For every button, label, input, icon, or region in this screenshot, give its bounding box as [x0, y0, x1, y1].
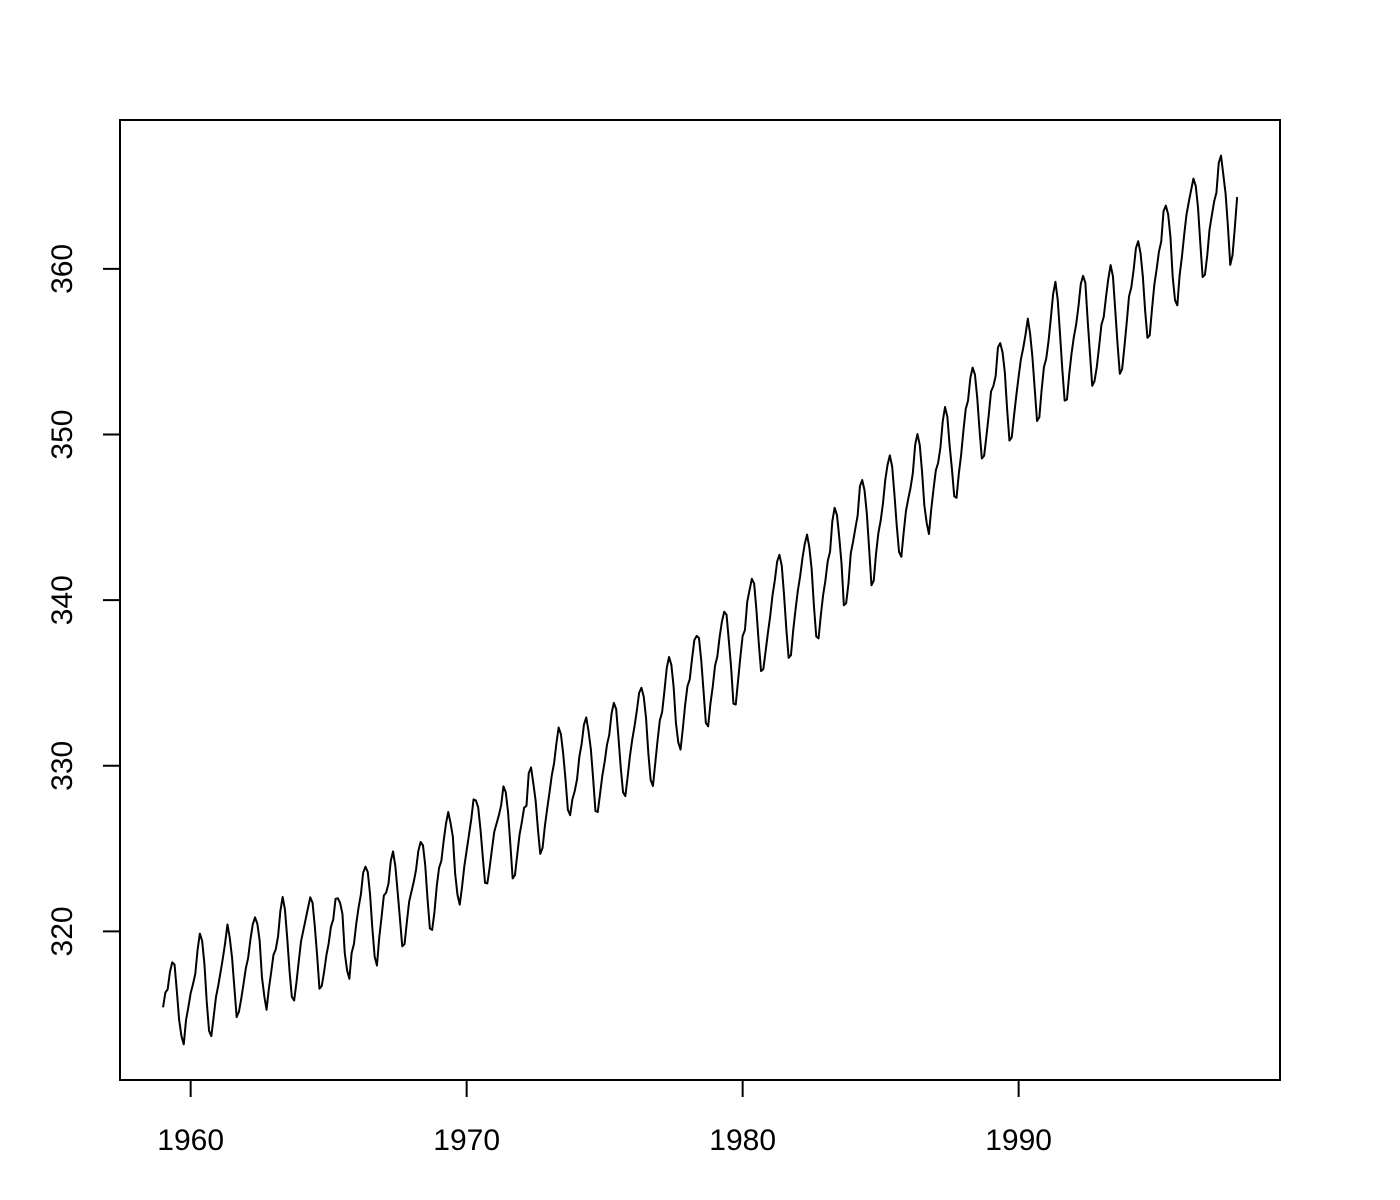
x-tick-label: 1980 [709, 1124, 776, 1157]
data-line [162, 154, 1239, 1046]
y-tick-label: 320 [46, 906, 79, 956]
y-tick-label: 340 [46, 575, 79, 625]
y-tick-label: 350 [46, 410, 79, 460]
x-tick-label: 1970 [433, 1124, 500, 1157]
x-tick-label: 1990 [985, 1124, 1052, 1157]
y-tick-label: 330 [46, 741, 79, 791]
y-tick-label: 360 [46, 244, 79, 294]
x-tick-label: 1960 [157, 1124, 224, 1157]
plot-frame [119, 119, 1281, 1081]
